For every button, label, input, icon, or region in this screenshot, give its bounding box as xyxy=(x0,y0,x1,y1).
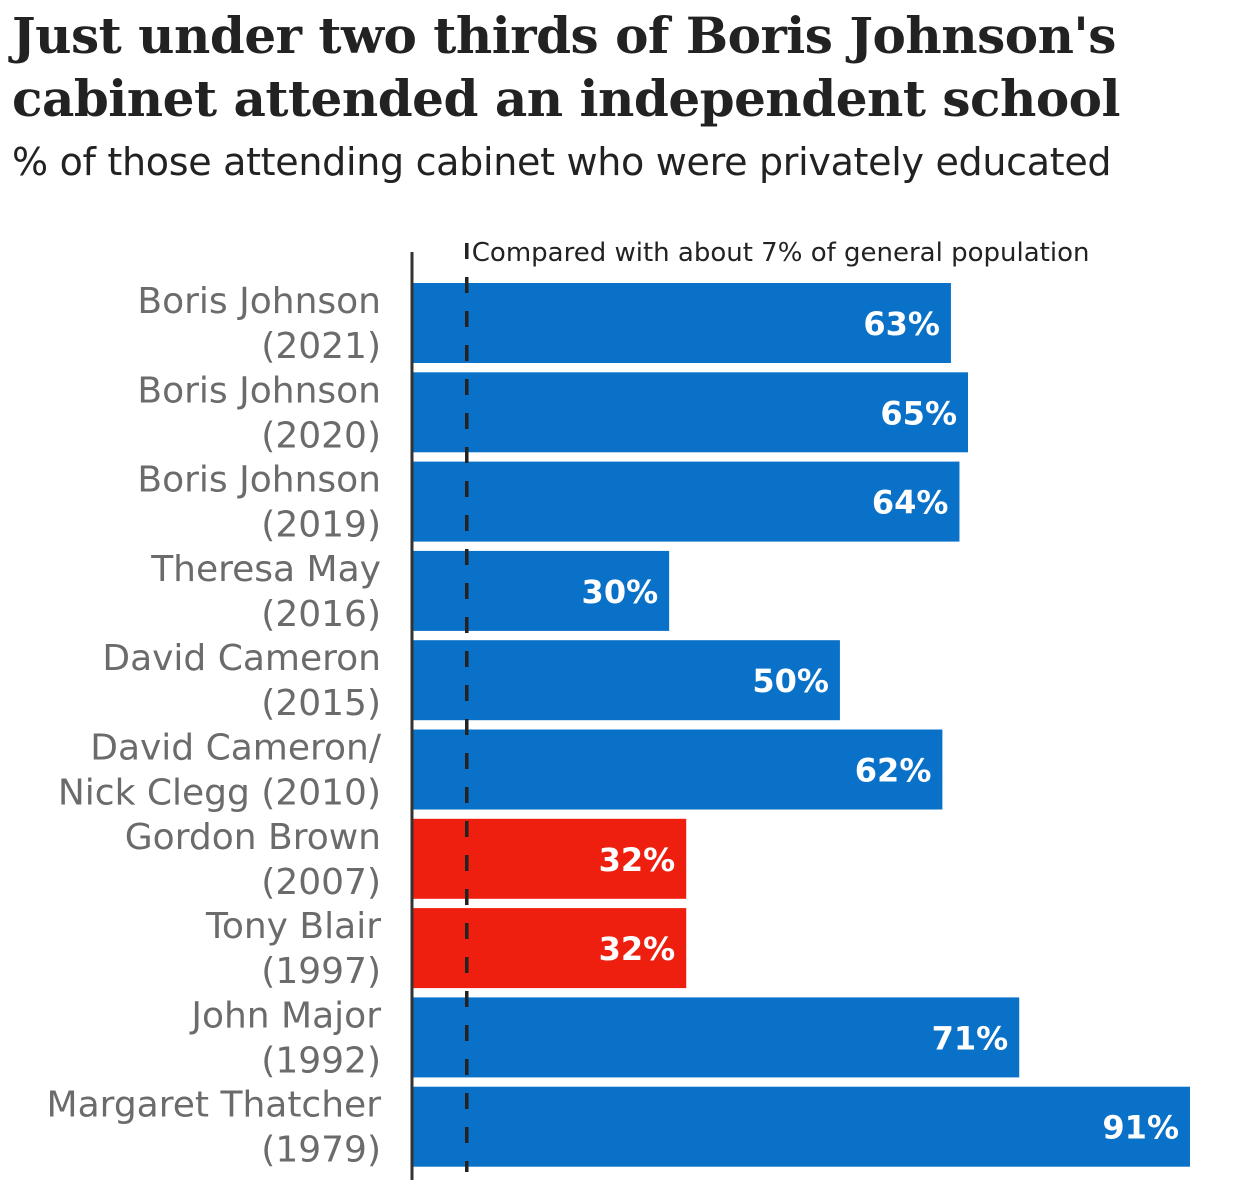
bar xyxy=(413,550,670,631)
category-label-line-2: (2007) xyxy=(261,862,381,903)
chart-title: Just under two thirds of Boris Johnson's… xyxy=(12,4,1121,130)
bar-value-label: 32% xyxy=(599,930,676,968)
category-label-line-1: David Cameron xyxy=(102,638,381,679)
category-label-line-2: (2015) xyxy=(261,683,381,724)
category-label-line-2: (1997) xyxy=(261,951,381,992)
bar xyxy=(413,461,960,542)
bar-value-label: 30% xyxy=(582,573,659,611)
title-line-1: Just under two thirds of Boris Johnson's xyxy=(12,6,1116,65)
bar-value-label: 65% xyxy=(880,394,957,432)
bar-value-label: 62% xyxy=(855,752,932,790)
bar xyxy=(413,997,1020,1078)
bar-value-label: 50% xyxy=(752,662,829,700)
category-label-line-2: Nick Clegg (2010) xyxy=(58,773,381,814)
chart-subtitle: % of those attending cabinet who were pr… xyxy=(12,140,1112,184)
bar xyxy=(413,908,687,989)
category-label-line-1: Theresa May xyxy=(150,549,381,590)
bar-value-label: 91% xyxy=(1102,1109,1179,1147)
reference-line-label: Compared with about 7% of general popula… xyxy=(472,238,1090,268)
category-label-line-2: (2021) xyxy=(261,326,381,367)
bar xyxy=(413,283,951,363)
category-label-line-2: (2019) xyxy=(261,505,381,546)
category-label-line-2: (1992) xyxy=(261,1040,381,1081)
bar xyxy=(413,818,687,899)
bar-value-label: 64% xyxy=(872,484,949,522)
category-label-line-1: Boris Johnson xyxy=(137,460,381,501)
category-label-line-2: (1979) xyxy=(261,1130,381,1171)
category-label-line-1: Gordon Brown xyxy=(125,817,381,858)
category-label-line-1: John Major xyxy=(189,995,381,1036)
category-label-line-1: Boris Johnson xyxy=(137,281,381,322)
bar xyxy=(413,640,840,721)
category-label-line-1: Boris Johnson xyxy=(137,370,381,411)
category-label-line-2: (2016) xyxy=(261,594,381,635)
bar xyxy=(413,729,943,810)
title-line-2: cabinet attended an independent school xyxy=(12,69,1121,128)
category-label-line-1: David Cameron/ xyxy=(90,728,382,769)
bar-value-label: 32% xyxy=(599,841,676,879)
bar-value-label: 71% xyxy=(932,1019,1009,1057)
category-label-line-1: Tony Blair xyxy=(205,906,381,947)
category-label-line-2: (2020) xyxy=(261,415,381,456)
category-label-line-1: Margaret Thatcher xyxy=(47,1085,382,1126)
bar-value-label: 63% xyxy=(863,305,940,343)
bar xyxy=(413,372,968,453)
bar xyxy=(413,1086,1190,1167)
